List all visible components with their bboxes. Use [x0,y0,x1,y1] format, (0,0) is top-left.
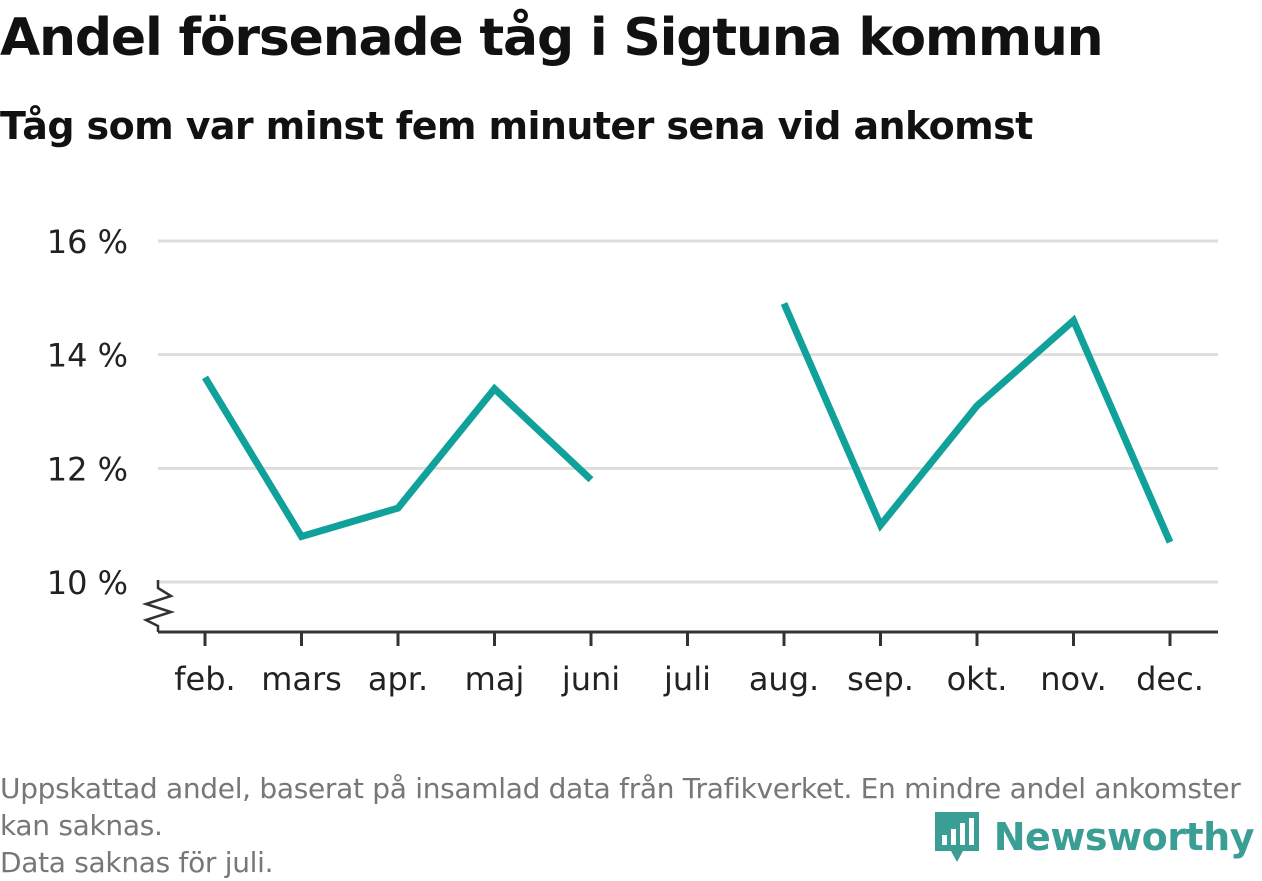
x-tick-label: sep. [847,660,914,698]
series-line [202,375,594,541]
brand-logo: Newsworthy [932,809,1255,865]
x-tick-label: juli [663,660,711,698]
y-tick-label: 12 % [47,450,128,488]
x-axis-tick-labels: feb. mars apr. maj juni juli aug. sep. okt. nov. d… [174,660,1204,698]
x-tick-label: apr. [368,660,428,698]
x-tick-label: feb. [174,660,235,698]
newsworthy-logo-icon [934,812,979,862]
series-lines [202,302,1174,544]
footnote-line-1: Uppskattad andel, baserat på insamlad da… [0,772,1241,842]
y-tick-label: 16 % [47,223,128,261]
chart-title: Andel försenade tåg i Sigtuna kommun [0,8,1104,68]
x-tick-label: dec. [1136,660,1204,698]
chart-footnote: Uppskattad andel, baserat på insamlad da… [0,770,1250,881]
x-tick-label: okt. [947,660,1008,698]
series-line [780,302,1174,544]
y-tick-label: 10 % [47,564,128,602]
y-axis-break [141,580,176,632]
x-axis [141,580,1218,646]
x-tick-label: nov. [1040,660,1106,698]
brand-name: Newsworthy [993,815,1255,859]
footnote-line-2: Data saknas för juli. [0,846,274,879]
y-axis-tick-labels: 10 % 12 % 14 % 16 % [47,223,128,602]
x-tick-label: mars [261,660,342,698]
x-tick-label: maj [465,660,525,698]
y-tick-label: 14 % [47,337,128,375]
chart-subtitle: Tåg som var minst fem minuter sena vid a… [0,104,1033,148]
x-tick-label: juni [561,660,620,698]
x-tick-label: aug. [749,660,819,698]
grid-lines [158,239,1218,584]
